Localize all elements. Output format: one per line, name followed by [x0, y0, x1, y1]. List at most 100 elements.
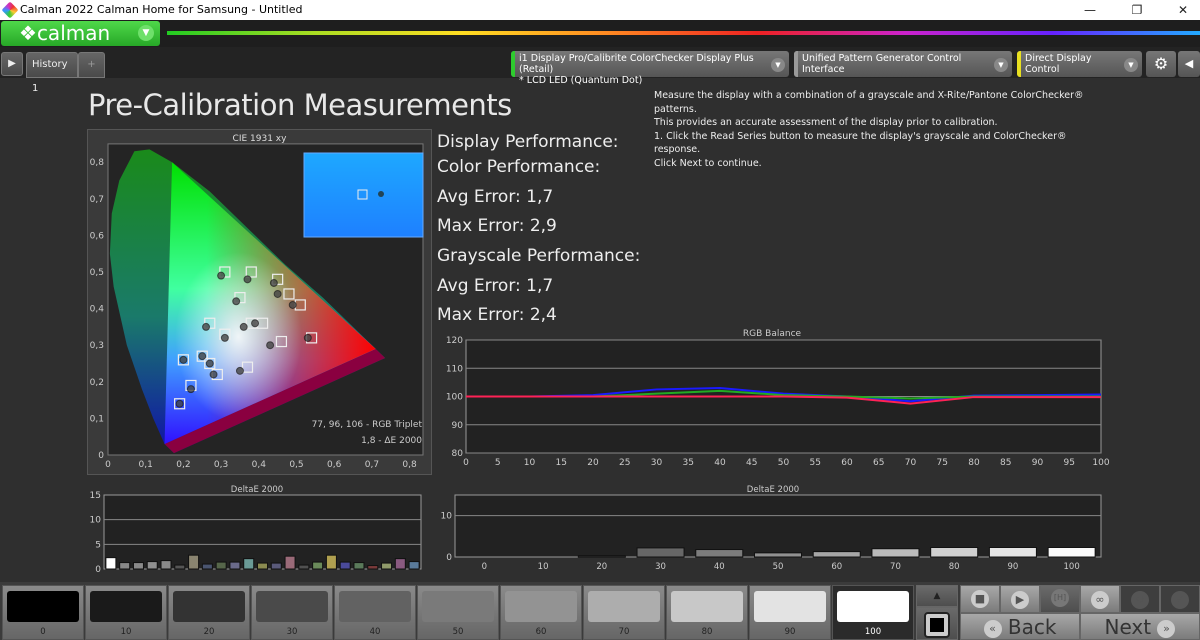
maximize-button[interactable]: ❐	[1131, 3, 1143, 17]
x-tick-label: 90	[1007, 562, 1018, 572]
swatch-80[interactable]: 80	[666, 585, 748, 640]
x-tick-label: 100	[1064, 562, 1080, 572]
display-control-selector[interactable]: Direct Display Control ▼	[1017, 51, 1142, 77]
measured-point	[239, 322, 248, 331]
swatch-20[interactable]: 20	[168, 585, 250, 640]
refresh-button[interactable]: ↻	[1120, 585, 1160, 613]
x-tick-label: 0,5	[289, 460, 303, 470]
x-tick-label: 10	[538, 562, 549, 572]
swatch-10[interactable]: 10	[85, 585, 167, 640]
deltae-bar	[215, 561, 227, 570]
swatch-90[interactable]: 90	[749, 585, 831, 640]
target-marker	[241, 361, 254, 373]
stop-icon: ■	[971, 590, 989, 608]
x-tick-label: 0	[105, 460, 111, 470]
scroll-up-button[interactable]: ▲	[916, 585, 958, 607]
swatch-color	[90, 591, 162, 622]
swatch-color	[422, 591, 494, 622]
y-tick-label: 0	[98, 451, 104, 461]
x-tick-label: 95	[1064, 458, 1075, 468]
measured-point	[235, 366, 244, 375]
y-tick-label: 10	[90, 516, 102, 526]
color-swatch-inset	[303, 152, 424, 238]
chevron-left-icon: ◀	[1184, 57, 1194, 70]
meter-selector[interactable]: i1 Display Pro/Calibrite ColorChecker Di…	[511, 51, 789, 86]
deltae-bar	[988, 546, 1037, 558]
swatch-70[interactable]: 70	[583, 585, 665, 640]
continuous-button[interactable]: ∞	[1080, 585, 1120, 613]
color-performance-heading: Color Performance:	[437, 157, 601, 177]
stop-button[interactable]: ■	[960, 585, 1000, 613]
swatch-label: 20	[203, 627, 215, 637]
x-tick-label: 75	[937, 458, 948, 468]
measured-point	[198, 352, 207, 361]
collapse-panel-button[interactable]: ◀	[1178, 51, 1200, 77]
settings-button[interactable]: ⚙	[1146, 51, 1176, 77]
display-type: * LCD LED (Quantum Dot)	[519, 75, 643, 86]
x-tick-label: 20	[587, 458, 599, 468]
refresh-icon: ↻	[1131, 590, 1149, 609]
expand-panel-button[interactable]: ▶	[1, 52, 23, 76]
y-tick-label: 0,3	[90, 341, 104, 351]
measured-point	[179, 355, 188, 364]
x-tick-label: 40	[714, 562, 725, 572]
y-tick-label: 0,5	[90, 268, 104, 278]
display-control-name: Direct Display Control	[1025, 53, 1092, 75]
swatch-50[interactable]: 50	[417, 585, 499, 640]
color-max-error: Max Error: 2,9	[437, 216, 557, 236]
deltae-bar	[146, 561, 158, 570]
grayscale-performance-heading: Grayscale Performance:	[437, 246, 641, 266]
deltae-bar	[381, 562, 393, 570]
swatch-100[interactable]: 100	[832, 585, 914, 640]
deltae-title: DeltaE 2000	[747, 485, 799, 495]
swatch-label: 90	[784, 627, 796, 637]
back-button[interactable]: « Back	[960, 613, 1080, 640]
add-tab-button[interactable]: +	[78, 52, 105, 78]
instruction-line: Click Next to continue.	[654, 157, 762, 169]
y-tick-label: 100	[446, 393, 463, 403]
deltae-bar	[201, 563, 213, 570]
deltae-bar	[312, 561, 324, 570]
rgb-balance-chart: RGB Balance 80 90 100 110 120 0 5 10 15 20 25 30 35 4…	[446, 329, 1110, 468]
pattern-generator-selector[interactable]: Unified Pattern Generator Control Interf…	[794, 51, 1012, 77]
deltae-bar	[754, 552, 802, 558]
deltae-bar	[132, 562, 144, 570]
swatch-60[interactable]: 60	[500, 585, 582, 640]
stop-square-icon	[924, 612, 950, 638]
minimize-button[interactable]: —	[1084, 3, 1096, 17]
meter-name: i1 Display Pro/Calibrite ColorChecker Di…	[519, 53, 754, 75]
swatch-40[interactable]: 40	[334, 585, 416, 640]
logo-text: calman	[36, 21, 111, 45]
swatch-30[interactable]: 30	[251, 585, 333, 640]
plot-area	[454, 494, 1102, 558]
swatch-color	[671, 591, 743, 622]
instructions: Measure the display with a combination o…	[654, 89, 1114, 170]
deltae-bar	[298, 564, 310, 570]
swatch-0[interactable]: 0	[2, 585, 84, 640]
check-button[interactable]: ✓	[1160, 585, 1200, 613]
x-tick-label: 50	[773, 562, 784, 572]
play-button[interactable]: ▶	[1000, 585, 1040, 613]
next-button[interactable]: Next »	[1080, 613, 1200, 640]
measured-point	[243, 275, 252, 284]
x-tick-label: 90	[1032, 458, 1044, 468]
deltae-bar	[367, 565, 379, 570]
swatch-color	[7, 591, 79, 622]
stop-pattern-button[interactable]	[916, 607, 958, 640]
close-button[interactable]: ✕	[1177, 3, 1189, 17]
read-series-button[interactable]: [H]	[1040, 585, 1080, 613]
calman-menu-button[interactable]: ❖calman ▼	[1, 21, 160, 46]
target-marker	[174, 398, 186, 410]
x-tick-label: 0,2	[176, 460, 190, 470]
instruction-line: 1. Click the Read Series button to measu…	[654, 130, 1067, 156]
gray-max-error: Max Error: 2,4	[437, 305, 557, 325]
instruction-line: This provides an accurate assessment of …	[654, 117, 998, 128]
deltae-bar	[812, 551, 861, 558]
swatch-label: 70	[618, 627, 630, 637]
deltae-bar	[325, 554, 337, 570]
measured-point	[205, 359, 214, 368]
tab-history-1[interactable]: History 1	[26, 52, 78, 94]
double-chevron-left-icon: «	[983, 619, 1002, 638]
swatch-label: 100	[864, 627, 882, 637]
